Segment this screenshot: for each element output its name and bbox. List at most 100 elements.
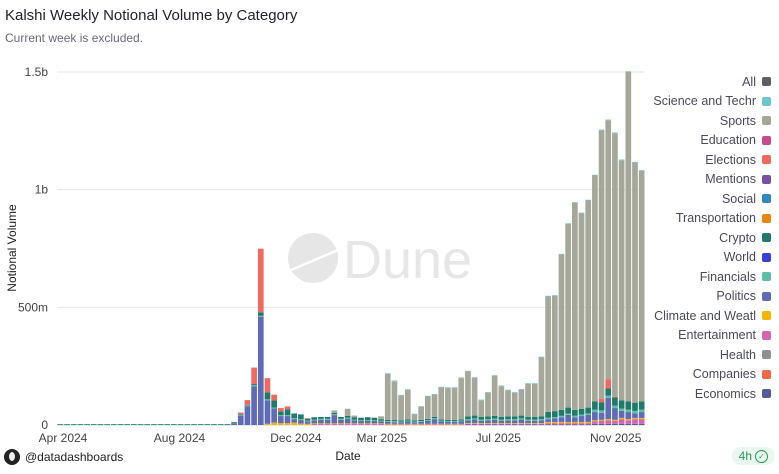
bar-segment-crypto[interactable]	[371, 417, 378, 421]
bar-segment-climate-and-weatl[interactable]	[384, 423, 391, 425]
bar-segment-politics[interactable]	[625, 412, 632, 420]
bar-segment-science-and-techr[interactable]	[592, 174, 598, 176]
bar-2025-03-17[interactable]	[398, 394, 404, 426]
bar-segment-sports[interactable]	[465, 371, 471, 417]
bar-segment-entertainment[interactable]	[638, 419, 645, 424]
bar-segment-entertainment[interactable]	[431, 424, 438, 426]
bar-segment-crypto[interactable]	[257, 312, 264, 316]
bar-2025-01-06[interactable]	[331, 410, 338, 425]
bar-segment-crypto[interactable]	[511, 416, 518, 420]
bar-segment-politics[interactable]	[338, 419, 344, 424]
bar-segment-elections[interactable]	[271, 394, 277, 401]
bar-2024-06-10[interactable]	[131, 424, 137, 425]
bar-segment-science-and-techr[interactable]	[638, 170, 645, 171]
bar-segment-financials[interactable]	[451, 420, 458, 422]
bar-segment-entertainment[interactable]	[371, 424, 378, 425]
bar-segment-climate-and-weatl[interactable]	[311, 423, 318, 425]
bar-segment-sports[interactable]	[384, 373, 391, 420]
bar-segment-politics[interactable]	[404, 421, 411, 424]
bar-segment-climate-and-weatl[interactable]	[558, 421, 565, 424]
bar-segment-crypto[interactable]	[605, 388, 612, 396]
bar-segment-financials[interactable]	[478, 419, 485, 421]
bar-segment-sports[interactable]	[398, 395, 404, 421]
bar-segment-climate-and-weatl[interactable]	[485, 423, 491, 424]
bar-segment-politics[interactable]	[411, 422, 418, 424]
bar-segment-economics[interactable]	[518, 424, 525, 426]
bar-segment-climate-and-weatl[interactable]	[391, 423, 398, 425]
bar-segment-climate-and-weatl[interactable]	[465, 423, 471, 424]
bar-segment-sports[interactable]	[592, 175, 598, 402]
bar-segment-crypto[interactable]	[518, 415, 525, 419]
bar-segment-science-and-techr[interactable]	[518, 388, 525, 390]
bar-segment-financials[interactable]	[351, 419, 358, 421]
bar-segment-politics[interactable]	[598, 412, 605, 420]
bar-segment-crypto[interactable]	[558, 409, 565, 416]
bar-segment-sports[interactable]	[551, 295, 558, 412]
bar-segment-crypto[interactable]	[84, 424, 90, 425]
bar-segment-climate-and-weatl[interactable]	[525, 423, 531, 424]
bar-segment-financials[interactable]	[491, 418, 498, 420]
bar-segment-economics[interactable]	[578, 424, 585, 426]
bar-segment-crypto[interactable]	[404, 419, 411, 421]
bar-segment-politics[interactable]	[431, 419, 438, 424]
bar-2024-05-27[interactable]	[117, 424, 124, 425]
bar-2025-09-15[interactable]	[572, 202, 578, 426]
bar-segment-financials[interactable]	[565, 413, 571, 415]
bar-segment-entertainment[interactable]	[558, 423, 565, 425]
bar-segment-climate-and-weatl[interactable]	[598, 419, 605, 421]
bar-segment-crypto[interactable]	[585, 407, 592, 414]
bar-segment-entertainment[interactable]	[511, 423, 518, 425]
bar-segment-entertainment[interactable]	[598, 420, 605, 424]
bar-segment-financials[interactable]	[251, 385, 257, 387]
bar-segment-economics[interactable]	[498, 424, 505, 426]
bar-segment-financials[interactable]	[498, 419, 505, 421]
bar-segment-politics[interactable]	[371, 420, 378, 424]
bar-segment-financials[interactable]	[531, 419, 538, 421]
bar-segment-crypto[interactable]	[538, 416, 545, 420]
bar-segment-sports[interactable]	[518, 389, 525, 416]
bar-segment-economics[interactable]	[605, 423, 612, 425]
bar-segment-climate-and-weatl[interactable]	[605, 419, 612, 421]
bar-segment-sports[interactable]	[511, 392, 518, 417]
legend-item-climate-and-weatl[interactable]: Climate and Weatl	[621, 306, 771, 326]
bar-segment-entertainment[interactable]	[551, 423, 558, 425]
bar-segment-financials[interactable]	[244, 405, 251, 407]
bar-segment-sports[interactable]	[404, 389, 411, 420]
bar-2025-08-25[interactable]	[551, 295, 558, 426]
bar-2024-09-23[interactable]	[231, 421, 237, 425]
bar-segment-sports[interactable]	[425, 396, 431, 419]
bar-segment-crypto[interactable]	[324, 416, 331, 419]
bar-segment-science-and-techr[interactable]	[505, 389, 511, 391]
bar-segment-financials[interactable]	[438, 420, 445, 422]
bar-segment-politics[interactable]	[531, 420, 538, 424]
bar-segment-crypto[interactable]	[485, 416, 491, 420]
bar-segment-entertainment[interactable]	[404, 424, 411, 426]
legend-item-economics[interactable]: Economics	[621, 384, 771, 404]
bar-segment-science-and-techr[interactable]	[618, 159, 625, 161]
bar-segment-entertainment[interactable]	[578, 423, 585, 425]
bar-2025-03-10[interactable]	[391, 380, 398, 426]
bar-segment-financials[interactable]	[445, 420, 451, 422]
bar-segment-science-and-techr[interactable]	[465, 370, 471, 372]
bar-segment-financials[interactable]	[378, 420, 384, 422]
bar-2024-03-25[interactable]	[57, 424, 64, 425]
bar-segment-financials[interactable]	[298, 419, 304, 421]
bar-segment-politics[interactable]	[244, 406, 251, 425]
bar-segment-crypto[interactable]	[465, 416, 471, 420]
bar-segment-crypto[interactable]	[291, 413, 298, 419]
bar-segment-elections[interactable]	[304, 418, 311, 419]
bar-segment-entertainment[interactable]	[592, 421, 598, 424]
bar-segment-sports[interactable]	[525, 383, 531, 417]
bar-segment-science-and-techr[interactable]	[632, 161, 638, 163]
bar-segment-crypto[interactable]	[391, 420, 398, 422]
bar-segment-crypto[interactable]	[104, 424, 110, 425]
bar-segment-financials[interactable]	[318, 418, 324, 420]
bar-segment-crypto[interactable]	[418, 419, 424, 421]
bar-2025-05-26[interactable]	[465, 370, 471, 426]
bar-segment-politics[interactable]	[478, 420, 485, 424]
bar-2024-04-22[interactable]	[84, 424, 90, 425]
bar-segment-economics[interactable]	[598, 423, 605, 425]
bar-2025-06-16[interactable]	[485, 392, 491, 426]
bar-segment-politics[interactable]	[311, 420, 318, 424]
bar-segment-entertainment[interactable]	[358, 424, 364, 425]
